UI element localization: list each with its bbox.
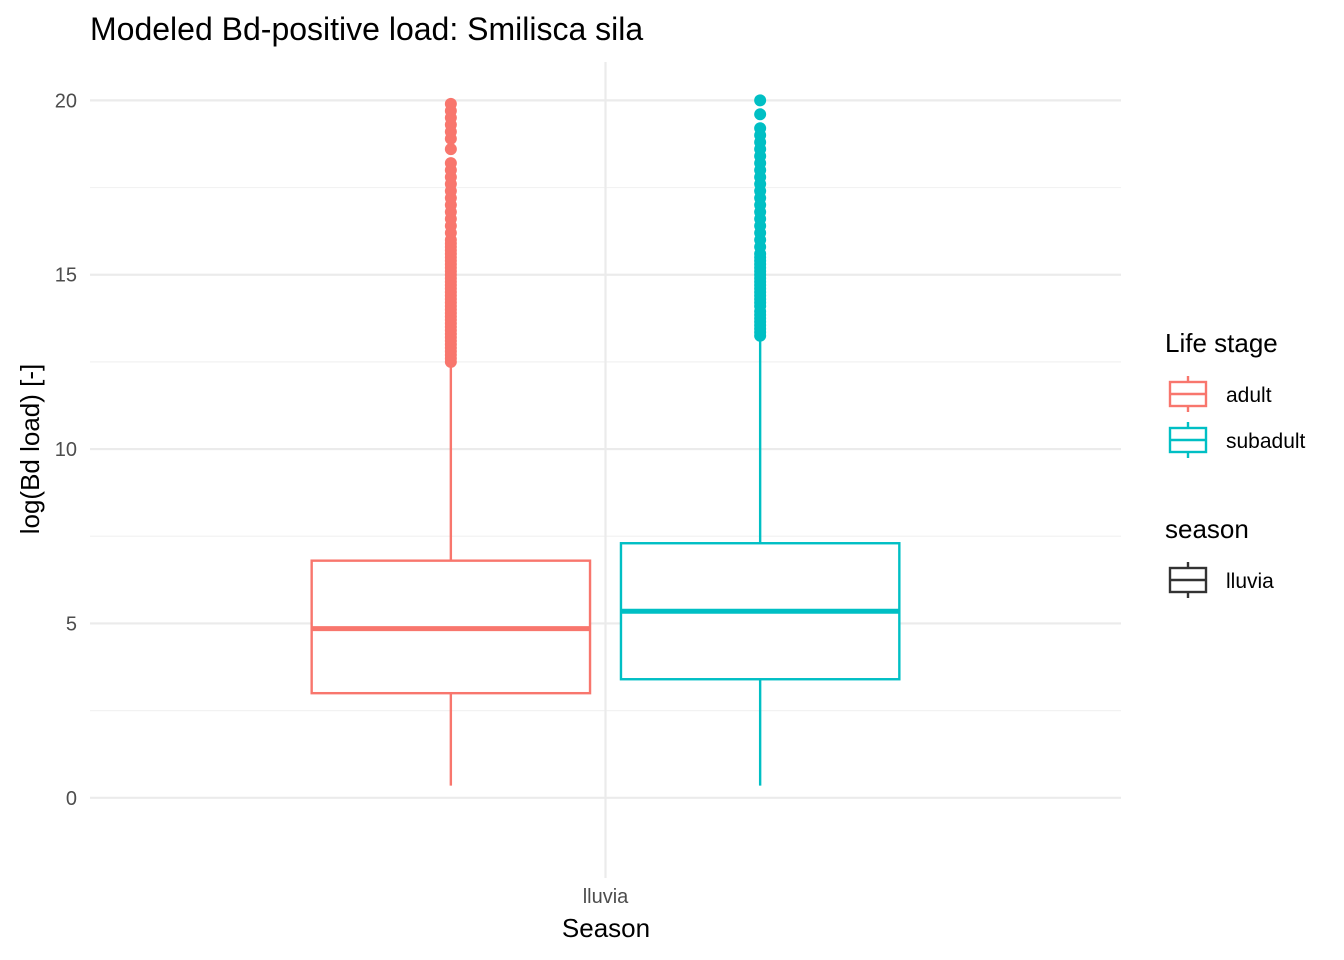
legend-key-adult [1168,376,1208,412]
legend-title: season [1165,514,1249,544]
box-adult [310,97,592,786]
x-tick-label: lluvia [583,886,629,908]
legend-title: Life stage [1165,328,1278,358]
y-tick-label: 20 [55,90,77,112]
chart-title: Modeled Bd-positive load: Smilisca sila [90,11,643,47]
y-tick-label: 10 [55,439,77,461]
y-tick-label: 5 [66,613,77,635]
outlier-point [444,157,457,170]
legend: Life stage adult subadult season lluvia [1165,328,1306,598]
legend-key-lluvia [1168,562,1208,598]
legend-label: lluvia [1226,570,1274,593]
outlier-point [754,94,767,107]
x-axis: lluvia [583,886,629,908]
outlier-point [444,97,457,110]
x-axis-title: Season [562,913,650,943]
legend-key-subadult [1168,422,1208,458]
y-tick-label: 15 [55,265,77,287]
outlier-point [754,122,767,135]
y-tick-label: 0 [66,788,77,810]
plot-panel [90,62,1121,878]
outlier-point [754,108,767,121]
box-subadult [619,94,901,786]
legend-label: subadult [1226,430,1306,453]
y-axis: 0 5 10 15 20 [55,90,77,809]
y-axis-title: log(Bd load) [-] [15,364,45,535]
legend-label: adult [1226,384,1272,407]
outlier-point [444,143,457,156]
